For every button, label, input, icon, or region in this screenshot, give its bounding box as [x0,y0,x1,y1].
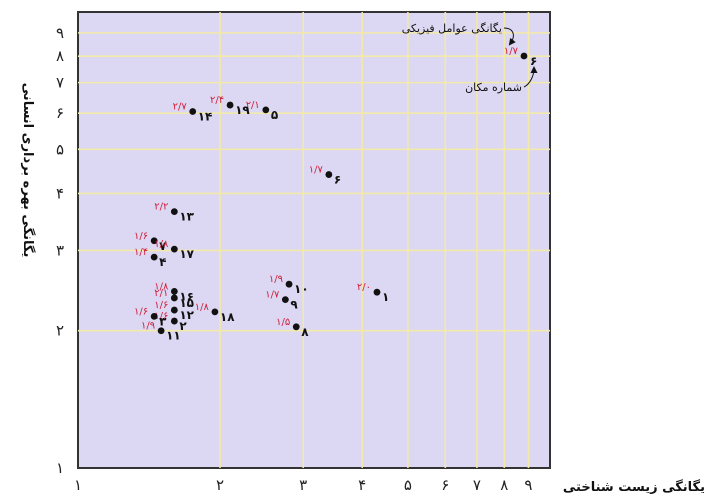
data-point [170,287,178,295]
x-tick-label: ۸ [500,476,508,494]
data-point-id-label: ۱۲ [179,308,194,322]
legend-value-label: یگانگی عوامل فیزیکی [402,22,502,35]
data-point [157,327,165,335]
data-point-value-label: ۲/۱ [154,288,168,299]
data-point-value-label: ۱/۹ [141,321,155,332]
y-tick-label: ۸ [56,47,64,65]
data-point-value-label: ۱/۹ [269,274,283,285]
legend-sample-id: ۶ [530,54,537,68]
legend-id-label: شماره مکان [465,81,522,94]
grid-lines [78,12,550,468]
data-point-value-label: ۲/۲ [154,202,168,213]
data-point [262,106,270,114]
data-point [150,237,158,245]
data-point-value-label: ۱/۸ [154,239,169,250]
data-point-value-label: ۱/۸ [195,302,210,313]
y-axis-ticks: ۱ ۲ ۳ ۴ ۵ ۶ ۷ ۸ ۹ [56,24,64,477]
data-point-value-label: ۱/۶ [154,300,168,311]
data-point-id-label: ۶ [334,173,341,187]
x-tick-label: ۳ [299,476,307,494]
data-point [211,308,219,316]
legend-arrow-value [503,27,516,46]
data-point-id-label: ۱۷ [179,247,194,261]
data-point [170,294,178,302]
x-tick-label: ۱ [74,476,82,494]
x-tick-label: ۲ [216,476,224,494]
x-tick-label: ۴ [358,476,366,494]
data-point [150,313,158,320]
data-point-id-label: ۴ [159,255,166,269]
y-axis-title: یگانگی بهره برداری انسانی [20,83,36,258]
x-tick-label: ۵ [404,476,412,494]
x-tick-label: ۹ [524,476,532,494]
y-tick-label: ۷ [56,74,64,92]
data-point [373,288,381,296]
data-point [170,208,178,215]
legend-sample-point [520,52,528,60]
data-point-id-label: ۱۸ [220,310,235,324]
data-point [281,296,289,304]
data-point-value-label: ۱/۷ [309,165,324,176]
data-point [170,317,178,325]
data-point [325,171,333,178]
data-point-id-label: ۷ [159,239,167,253]
y-tick-label: ۱ [56,459,64,477]
data-point-id-label: ۲ [179,319,187,333]
data-point [150,253,158,261]
data-point-id-label: ۱۹ [235,103,250,117]
y-tick-label: ۳ [56,241,64,259]
data-point [170,245,178,253]
data-point-value-label: ۲/۰ [357,282,371,293]
data-point-value-label: ۱/۴ [134,247,148,258]
data-point [285,280,293,288]
data-point [226,101,234,109]
data-point-value-label: ۱/۶ [154,311,168,322]
data-point-value-label: ۱/۸ [154,281,169,292]
y-tick-label: ۶ [56,104,64,122]
data-point-value-label: ۱/۶ [134,306,148,317]
data-point-value-label: ۲/۱ [246,100,260,111]
legend: یگانگی عوامل فیزیکی شماره مکان ۱/۷ ۶ [402,22,538,94]
x-tick-label: ۶ [441,476,449,494]
data-point-id-label: ۱۵ [179,296,194,310]
data-point-id-label: ۹ [290,298,298,312]
data-point-id-label: ۱ [382,290,389,304]
data-points: ۲/۰۱۱/۶۲۱/۶۳۱/۴۴۲/۱۵۱/۷۶۱/۶۷۱/۵۸۱/۷۹۱/۹۱… [134,95,389,343]
y-tick-label: ۲ [56,322,64,340]
y-tick-label: ۴ [56,184,64,202]
data-point-id-label: ۱۰ [294,282,309,296]
y-tick-label: ۹ [56,24,64,42]
data-point-id-label: ۱۶ [179,289,194,303]
data-point-value-label: ۱/۷ [265,290,280,301]
y-tick-label: ۵ [56,140,64,158]
data-point-id-label: ۱۴ [198,110,213,124]
x-tick-label: ۷ [473,476,481,494]
data-point [189,108,197,115]
data-point-id-label: ۱۳ [179,210,194,224]
x-axis-title: یگانگی زیست شناختی [563,479,705,495]
data-point-id-label: ۳ [159,314,167,328]
data-point-value-label: ۱/۶ [134,231,148,242]
data-point-value-label: ۱/۵ [276,317,290,328]
data-point [292,323,300,331]
data-point-id-label: ۱۱ [166,329,181,343]
data-point-value-label: ۲/۷ [173,102,188,113]
data-point-value-label: ۲/۴ [210,95,224,106]
legend-arrow-id [523,66,538,88]
data-point-id-label: ۸ [301,325,309,339]
data-point [170,306,178,314]
legend-sample-value: ۱/۷ [504,46,519,57]
data-point-id-label: ۵ [271,108,278,122]
